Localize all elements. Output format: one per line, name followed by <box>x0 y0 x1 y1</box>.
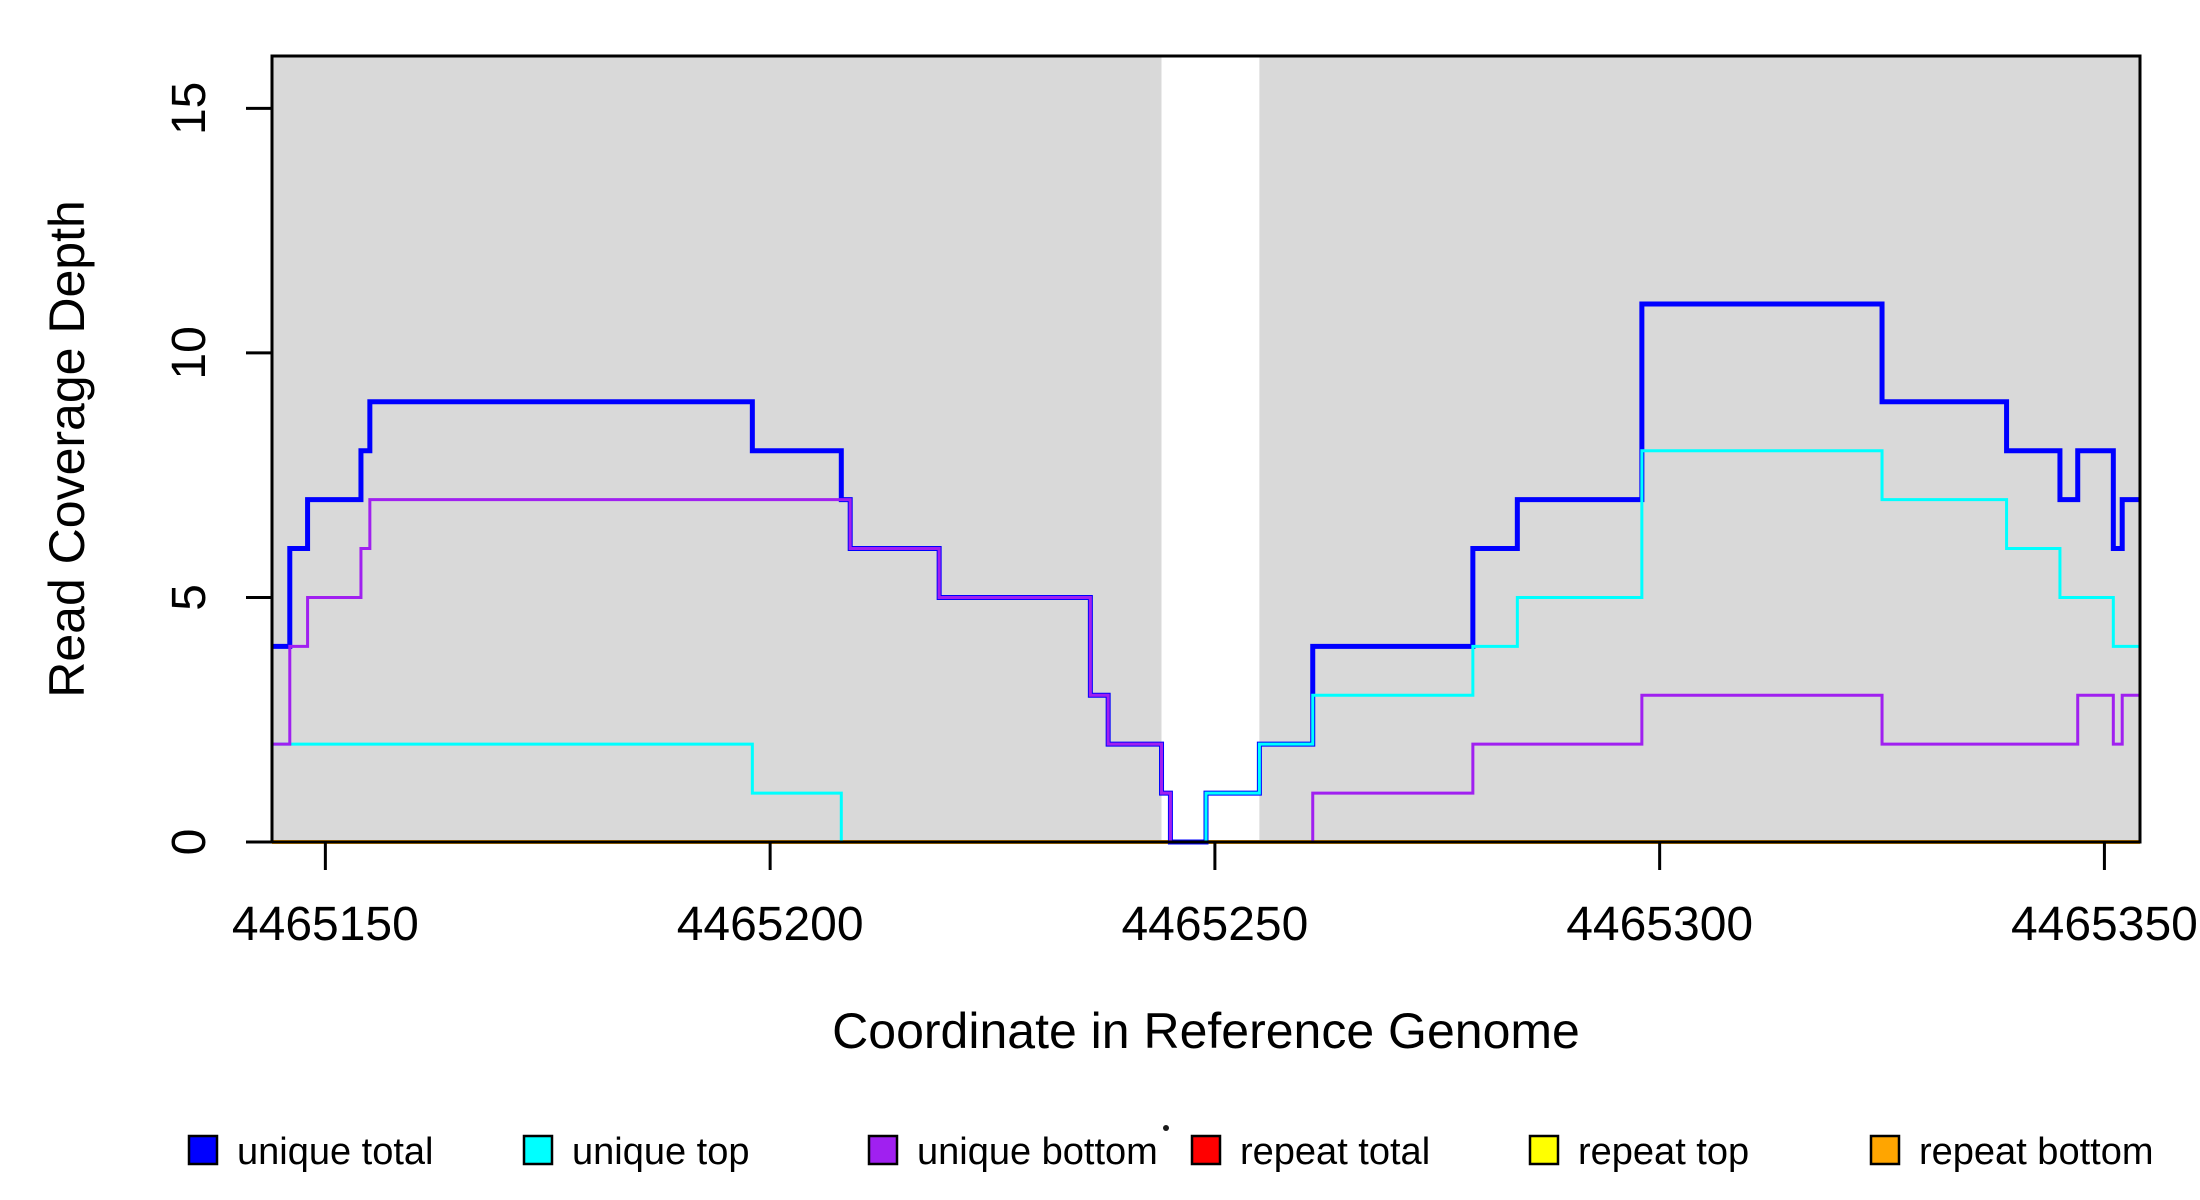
x-tick-label: 4465300 <box>1566 898 1753 951</box>
y-axis-title: Read Coverage Depth <box>39 200 95 698</box>
plot-box <box>270 54 2142 844</box>
x-tick-label: 4465150 <box>232 898 419 951</box>
x-tick-label: 4465200 <box>677 898 864 951</box>
legend-swatch-unique-bottom <box>867 1134 899 1166</box>
series-line-unique-bottom <box>272 498 2140 844</box>
x-tick-label: 4465350 <box>2011 898 2198 951</box>
y-tick-label: 0 <box>163 829 216 856</box>
x-tick-label: 4465250 <box>1121 898 1308 951</box>
axes: 4465150 4465200 4465250 4465300 4465350 0 5 10 1… <box>163 82 2198 951</box>
shaded-region-1 <box>1259 56 2140 842</box>
legend-swatch-repeat-top <box>1528 1134 1560 1166</box>
y-tick-label: 10 <box>163 326 216 379</box>
axis-titles: Coordinate in Reference Genome Read Cover… <box>39 200 1580 1059</box>
x-axis-title: Coordinate in Reference Genome <box>832 1003 1580 1059</box>
legend-label-unique-total: unique total <box>237 1131 434 1173</box>
y-tick-label: 15 <box>163 82 216 135</box>
legend-swatch-unique-top <box>522 1134 554 1166</box>
plot-border <box>270 54 2142 844</box>
legend-swatch-unique-total <box>187 1134 219 1166</box>
y-tick-label: 5 <box>163 584 216 611</box>
legend-swatch-repeat-bottom <box>1869 1134 1901 1166</box>
legend-swatch-repeat-total <box>1190 1134 1222 1166</box>
legend-label-unique-bottom: unique bottom <box>917 1131 1158 1173</box>
legend-label-unique-top: unique top <box>572 1131 750 1173</box>
legend: unique total unique top unique bottom repea… <box>187 1125 2153 1173</box>
legend-label-repeat-top: repeat top <box>1578 1131 1749 1173</box>
legend-stray-mark <box>1163 1125 1169 1131</box>
legend-label-repeat-total: repeat total <box>1240 1131 1430 1173</box>
repeat-region-shading <box>272 56 2140 842</box>
legend-label-repeat-bottom: repeat bottom <box>1919 1131 2153 1173</box>
shaded-region-0 <box>272 56 1162 842</box>
